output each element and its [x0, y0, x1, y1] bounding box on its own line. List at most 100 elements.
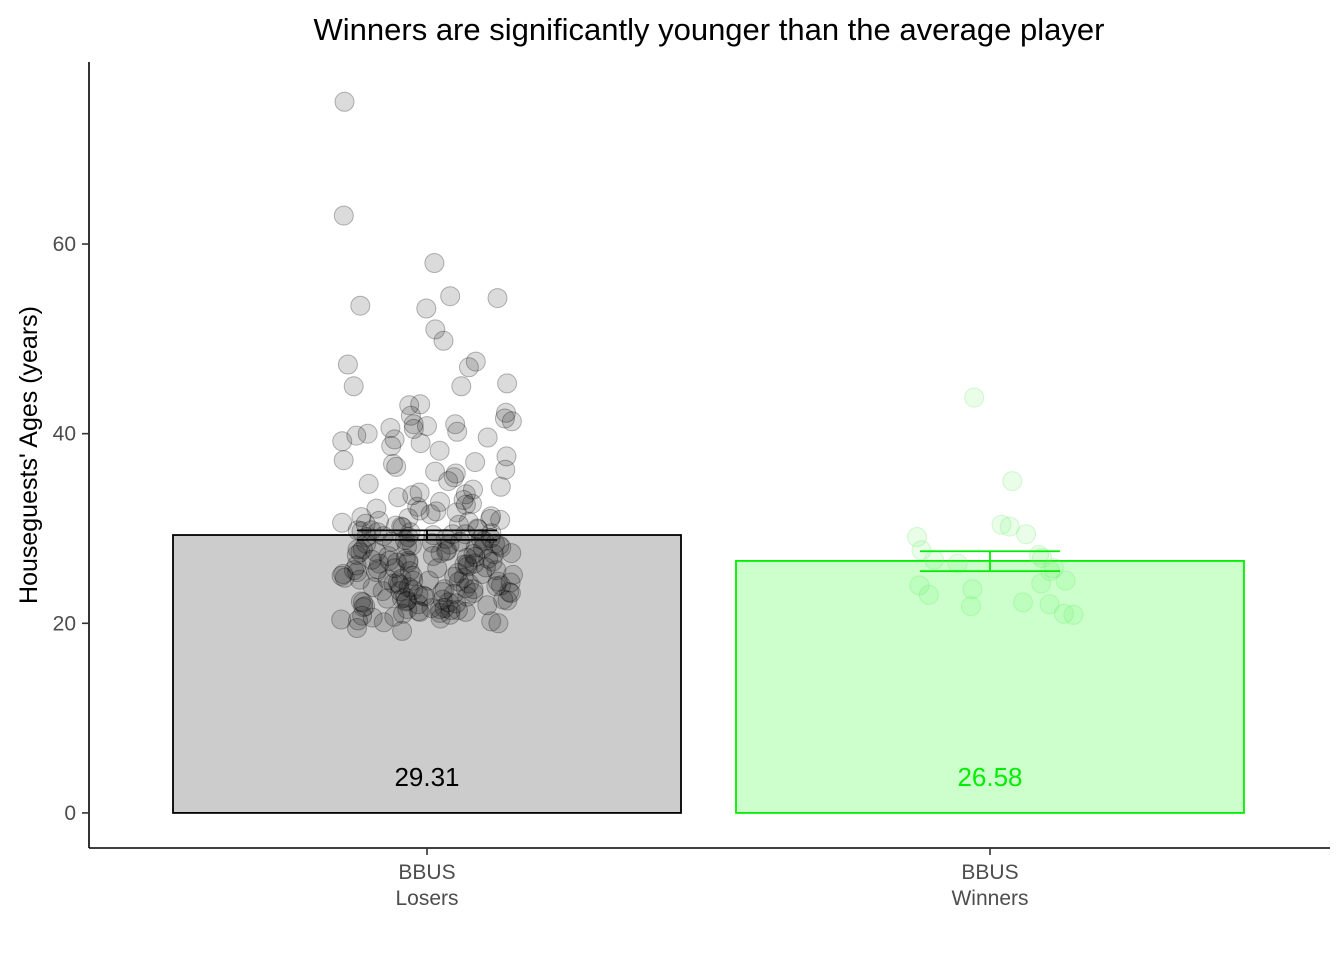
data-point: [430, 602, 450, 623]
data-point: [344, 560, 364, 581]
data-point: [468, 519, 488, 540]
data-point: [369, 553, 390, 574]
data-point: [390, 581, 411, 602]
data-point: [1029, 545, 1049, 565]
data-point: [485, 533, 505, 554]
data-point: [398, 527, 419, 547]
data-point: [481, 506, 502, 527]
data-point: [409, 482, 430, 503]
data-point: [1063, 604, 1084, 625]
bar-1: [735, 560, 1245, 814]
data-point: [924, 549, 944, 570]
data-point: [424, 253, 445, 273]
data-point: [332, 431, 353, 452]
data-point: [1043, 558, 1064, 579]
data-point: [387, 572, 408, 593]
data-point: [383, 573, 404, 594]
bar-0: [172, 534, 682, 814]
data-point: [398, 577, 419, 598]
data-point: [391, 568, 412, 589]
data-point: [432, 589, 453, 610]
data-point: [1013, 592, 1033, 613]
data-point: [369, 510, 389, 531]
data-point: [499, 582, 520, 602]
data-point: [334, 91, 355, 112]
data-point: [472, 564, 493, 584]
data-point: [480, 528, 501, 548]
x-tick-label: Winners: [951, 887, 1028, 910]
data-point: [430, 608, 451, 629]
data-point: [347, 618, 367, 638]
data-point: [435, 528, 456, 549]
bar-value-label: 29.31: [394, 762, 459, 792]
data-point: [491, 537, 512, 558]
data-point: [1002, 471, 1023, 492]
data-point: [500, 583, 521, 603]
data-point: [358, 473, 379, 494]
data-point: [381, 436, 402, 456]
data-point: [384, 429, 405, 450]
data-point: [455, 601, 476, 622]
bar-value-label: 26.58: [957, 762, 1022, 792]
data-point: [448, 571, 469, 592]
data-point: [386, 552, 407, 573]
x-tick-label: Losers: [395, 887, 458, 910]
data-point: [494, 408, 515, 429]
data-point: [487, 288, 508, 309]
data-point: [991, 514, 1012, 535]
data-point: [473, 538, 493, 559]
data-point: [493, 589, 514, 610]
data-point: [403, 570, 424, 591]
data-point: [366, 542, 387, 563]
data-point: [444, 467, 464, 488]
data-point: [386, 456, 407, 477]
data-point: [442, 524, 463, 545]
data-point: [418, 570, 439, 591]
data-point: [1032, 547, 1052, 568]
data-point: [398, 550, 419, 571]
data-point: [346, 545, 367, 565]
data-point: [475, 557, 496, 578]
data-point: [451, 376, 472, 397]
data-point: [1039, 594, 1060, 615]
data-point: [1016, 524, 1037, 545]
data-point: [1053, 603, 1074, 624]
data-point: [447, 421, 468, 442]
data-point: [413, 585, 434, 606]
data-point: [462, 493, 482, 514]
data-point: [445, 414, 466, 435]
data-point: [356, 533, 377, 554]
data-point: [497, 373, 518, 394]
data-point: [399, 561, 420, 582]
data-point: [416, 298, 437, 319]
data-point: [491, 575, 511, 596]
data-point: [392, 620, 413, 641]
data-point: [352, 605, 373, 626]
y-tick-label: 20: [53, 612, 76, 635]
data-point: [440, 286, 461, 307]
data-point: [366, 498, 387, 519]
data-point: [333, 450, 354, 471]
data-point: [429, 599, 450, 620]
data-point: [480, 509, 501, 529]
data-point: [388, 487, 409, 508]
data-point: [348, 610, 368, 631]
data-point: [331, 565, 352, 586]
data-point: [333, 564, 354, 584]
data-point: [487, 571, 508, 592]
y-axis-label: Houseguests' Ages (years): [15, 306, 43, 604]
data-point: [332, 512, 353, 533]
data-point: [456, 547, 477, 568]
data-point: [367, 522, 388, 543]
data-point: [464, 553, 485, 574]
data-point: [343, 376, 364, 397]
data-point: [500, 572, 521, 593]
data-point: [964, 387, 985, 408]
data-point: [399, 395, 420, 416]
data-point: [361, 549, 382, 570]
data-point: [432, 582, 453, 602]
data-point: [407, 496, 428, 517]
data-point: [447, 600, 468, 620]
data-point: [446, 502, 467, 523]
axes: BBUS Losers BBUS Winners 0 20 40 60: [53, 233, 1029, 910]
